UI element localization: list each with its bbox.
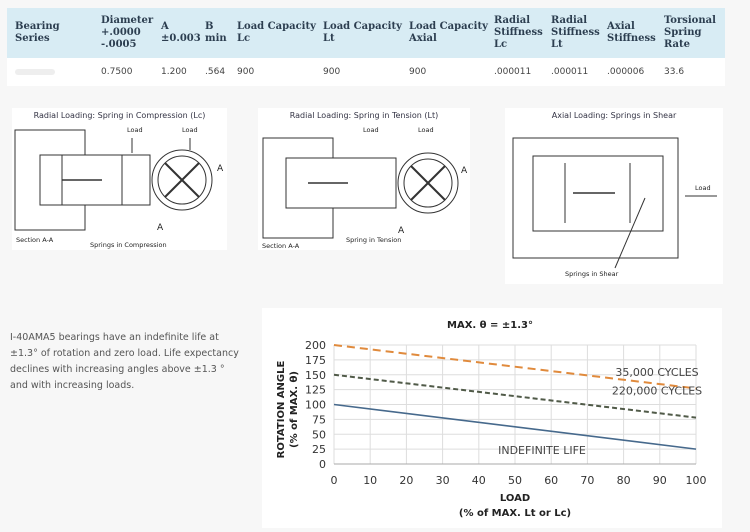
x-tick-label: 50 bbox=[508, 474, 522, 487]
y-tick-label: 175 bbox=[305, 354, 326, 367]
column-header: A ±0.003 bbox=[161, 21, 201, 44]
life-chart: 0 10 20 30 40 50 60 70 80 90 100 0 25 50 75 100 125 150 17… bbox=[262, 308, 722, 528]
y-tick-label: 50 bbox=[312, 428, 326, 441]
y-tick-label: 125 bbox=[305, 384, 326, 397]
table-cell: .000011 bbox=[494, 67, 532, 77]
y-tick-label: 100 bbox=[305, 399, 326, 412]
diagram-tension: Radial Loading: Spring in Tension (Lt) L… bbox=[258, 108, 470, 250]
x-tick-label: 0 bbox=[331, 474, 338, 487]
y-tick-label: 200 bbox=[305, 339, 326, 352]
series-line bbox=[333, 373, 697, 419]
x-tick-label: 70 bbox=[580, 474, 594, 487]
x-tick-label: 40 bbox=[472, 474, 486, 487]
series-line bbox=[333, 344, 697, 390]
y-axis-label-2: (% of MAX. θ) bbox=[289, 371, 300, 448]
chart-title: MAX. θ = ±1.3° bbox=[447, 320, 533, 331]
table-cell: 900 bbox=[323, 67, 341, 77]
column-header: Bearing Series bbox=[15, 21, 60, 44]
diagram-compression: Radial Loading: Spring in Compression (L… bbox=[12, 108, 227, 250]
series-label: 35,000 CYCLES bbox=[615, 366, 698, 379]
table-cell: 0.7500 bbox=[101, 67, 133, 77]
series-label: 220,000 CYCLES bbox=[612, 384, 702, 397]
table-cell bbox=[15, 58, 55, 86]
table-cell: 900 bbox=[409, 67, 427, 77]
x-tick-label: 20 bbox=[399, 474, 413, 487]
table-cell: .000011 bbox=[551, 67, 589, 77]
column-header: Torsional Spring Rate bbox=[664, 15, 716, 50]
diagram-title: Axial Loading: Springs in Shear bbox=[551, 111, 677, 120]
x-tick-label: 10 bbox=[363, 474, 377, 487]
x-tick-label: 60 bbox=[544, 474, 558, 487]
x-axis-label: LOAD bbox=[500, 493, 530, 504]
column-header: Diameter +.0000 -.0005 bbox=[101, 15, 154, 50]
y-tick-label: 75 bbox=[312, 413, 326, 426]
x-axis-label-2: (% of MAX. Lt or Lc) bbox=[459, 508, 571, 519]
specs-table: Bearing Series Diameter +.0000 -.0005 A ±0… bbox=[7, 8, 725, 86]
x-tick-label: 90 bbox=[653, 474, 667, 487]
diagram-title: Radial Loading: Spring in Tension (Lt) bbox=[289, 111, 439, 120]
table-cell: 33.6 bbox=[664, 67, 685, 77]
x-tick-label: 30 bbox=[436, 474, 450, 487]
table-header: Bearing Series Diameter +.0000 -.0005 A ±0… bbox=[7, 8, 725, 58]
table-cell: .564 bbox=[205, 67, 226, 77]
column-header: B min bbox=[205, 21, 227, 44]
series-label: INDEFINITE LIFE bbox=[498, 444, 586, 457]
life-description: I-40AMA5 bearings have an indefinite lif… bbox=[10, 332, 239, 391]
y-tick-label: 25 bbox=[312, 443, 326, 456]
table-cell: 1.200 bbox=[161, 67, 187, 77]
diagram-shear: Axial Loading: Springs in Shear Load Spr… bbox=[505, 108, 723, 284]
bearing-series-value bbox=[15, 69, 55, 75]
table-cell: 900 bbox=[237, 67, 255, 77]
y-tick-label: 0 bbox=[319, 458, 326, 471]
y-axis-label: ROTATION ANGLE bbox=[276, 361, 287, 459]
column-header: Axial Stiffness bbox=[607, 21, 656, 44]
column-header: Radial Stiffness Lt bbox=[551, 15, 600, 50]
column-header: Load Capacity Lc bbox=[237, 21, 316, 44]
column-header: Load Capacity Axial bbox=[409, 21, 488, 44]
table-cell: .000006 bbox=[607, 67, 645, 77]
column-header: Radial Stiffness Lc bbox=[494, 15, 543, 50]
y-tick-label: 150 bbox=[305, 369, 326, 382]
series-line bbox=[333, 403, 697, 450]
diagram-title: Radial Loading: Spring in Compression (L… bbox=[33, 111, 206, 120]
x-tick-label: 80 bbox=[617, 474, 631, 487]
column-header: Load Capacity Lt bbox=[323, 21, 402, 44]
x-tick-label: 100 bbox=[686, 474, 707, 487]
